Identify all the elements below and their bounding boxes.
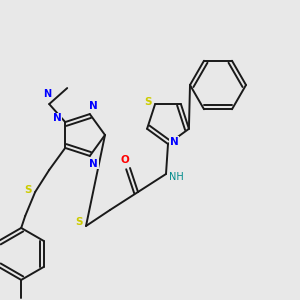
- Text: S: S: [75, 217, 83, 227]
- Text: N: N: [89, 159, 98, 169]
- Text: NH: NH: [169, 172, 183, 182]
- Text: S: S: [25, 185, 32, 195]
- Text: O: O: [121, 155, 129, 165]
- Text: N: N: [53, 113, 62, 123]
- Text: N: N: [169, 137, 178, 147]
- Text: N: N: [43, 89, 51, 99]
- Text: S: S: [144, 97, 152, 107]
- Text: N: N: [89, 101, 98, 111]
